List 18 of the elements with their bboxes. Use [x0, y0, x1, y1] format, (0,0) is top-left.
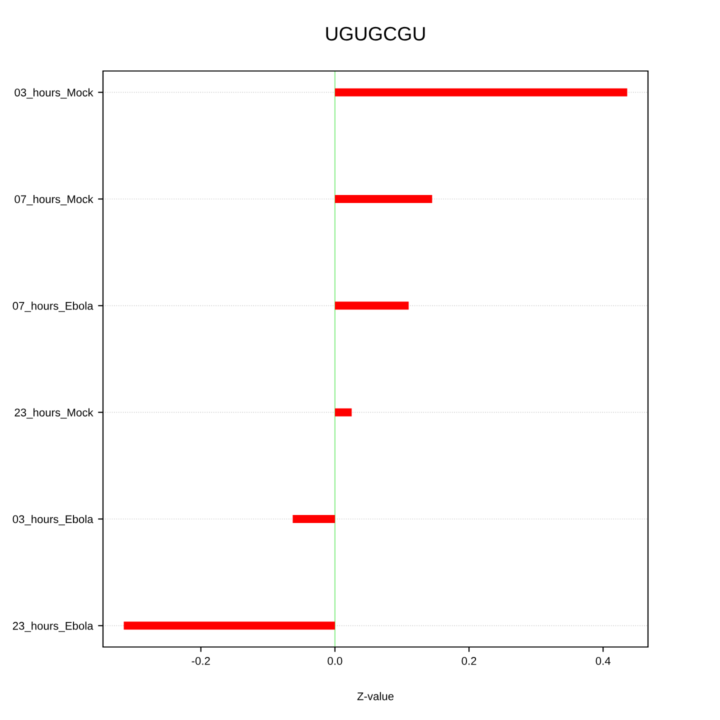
bar: [334, 408, 352, 416]
x-tick-label: 0.4: [596, 657, 610, 665]
chart-title: UGUGCGU: [326, 26, 425, 41]
bar: [334, 88, 628, 96]
x-tick-label: 0.2: [462, 657, 476, 665]
y-tick-label: 03_hours_Ebola: [12, 514, 94, 526]
y-tick-label: 07_hours_Mock: [14, 194, 94, 206]
x-tick-label: -0.2: [192, 657, 210, 665]
x-tick-label: 0.0: [328, 657, 342, 665]
bar: [292, 515, 335, 523]
bar: [334, 195, 432, 203]
y-tick-label: 03_hours_Mock: [14, 88, 94, 99]
bar: [124, 622, 335, 630]
bar: [334, 302, 409, 310]
y-tick-label: 23_hours_Ebola: [12, 622, 94, 632]
y-tick-label: 23_hours_Mock: [14, 408, 94, 419]
x-axis-title: Z-value: [357, 692, 394, 700]
y-tick-label: 07_hours_Ebola: [12, 302, 94, 312]
